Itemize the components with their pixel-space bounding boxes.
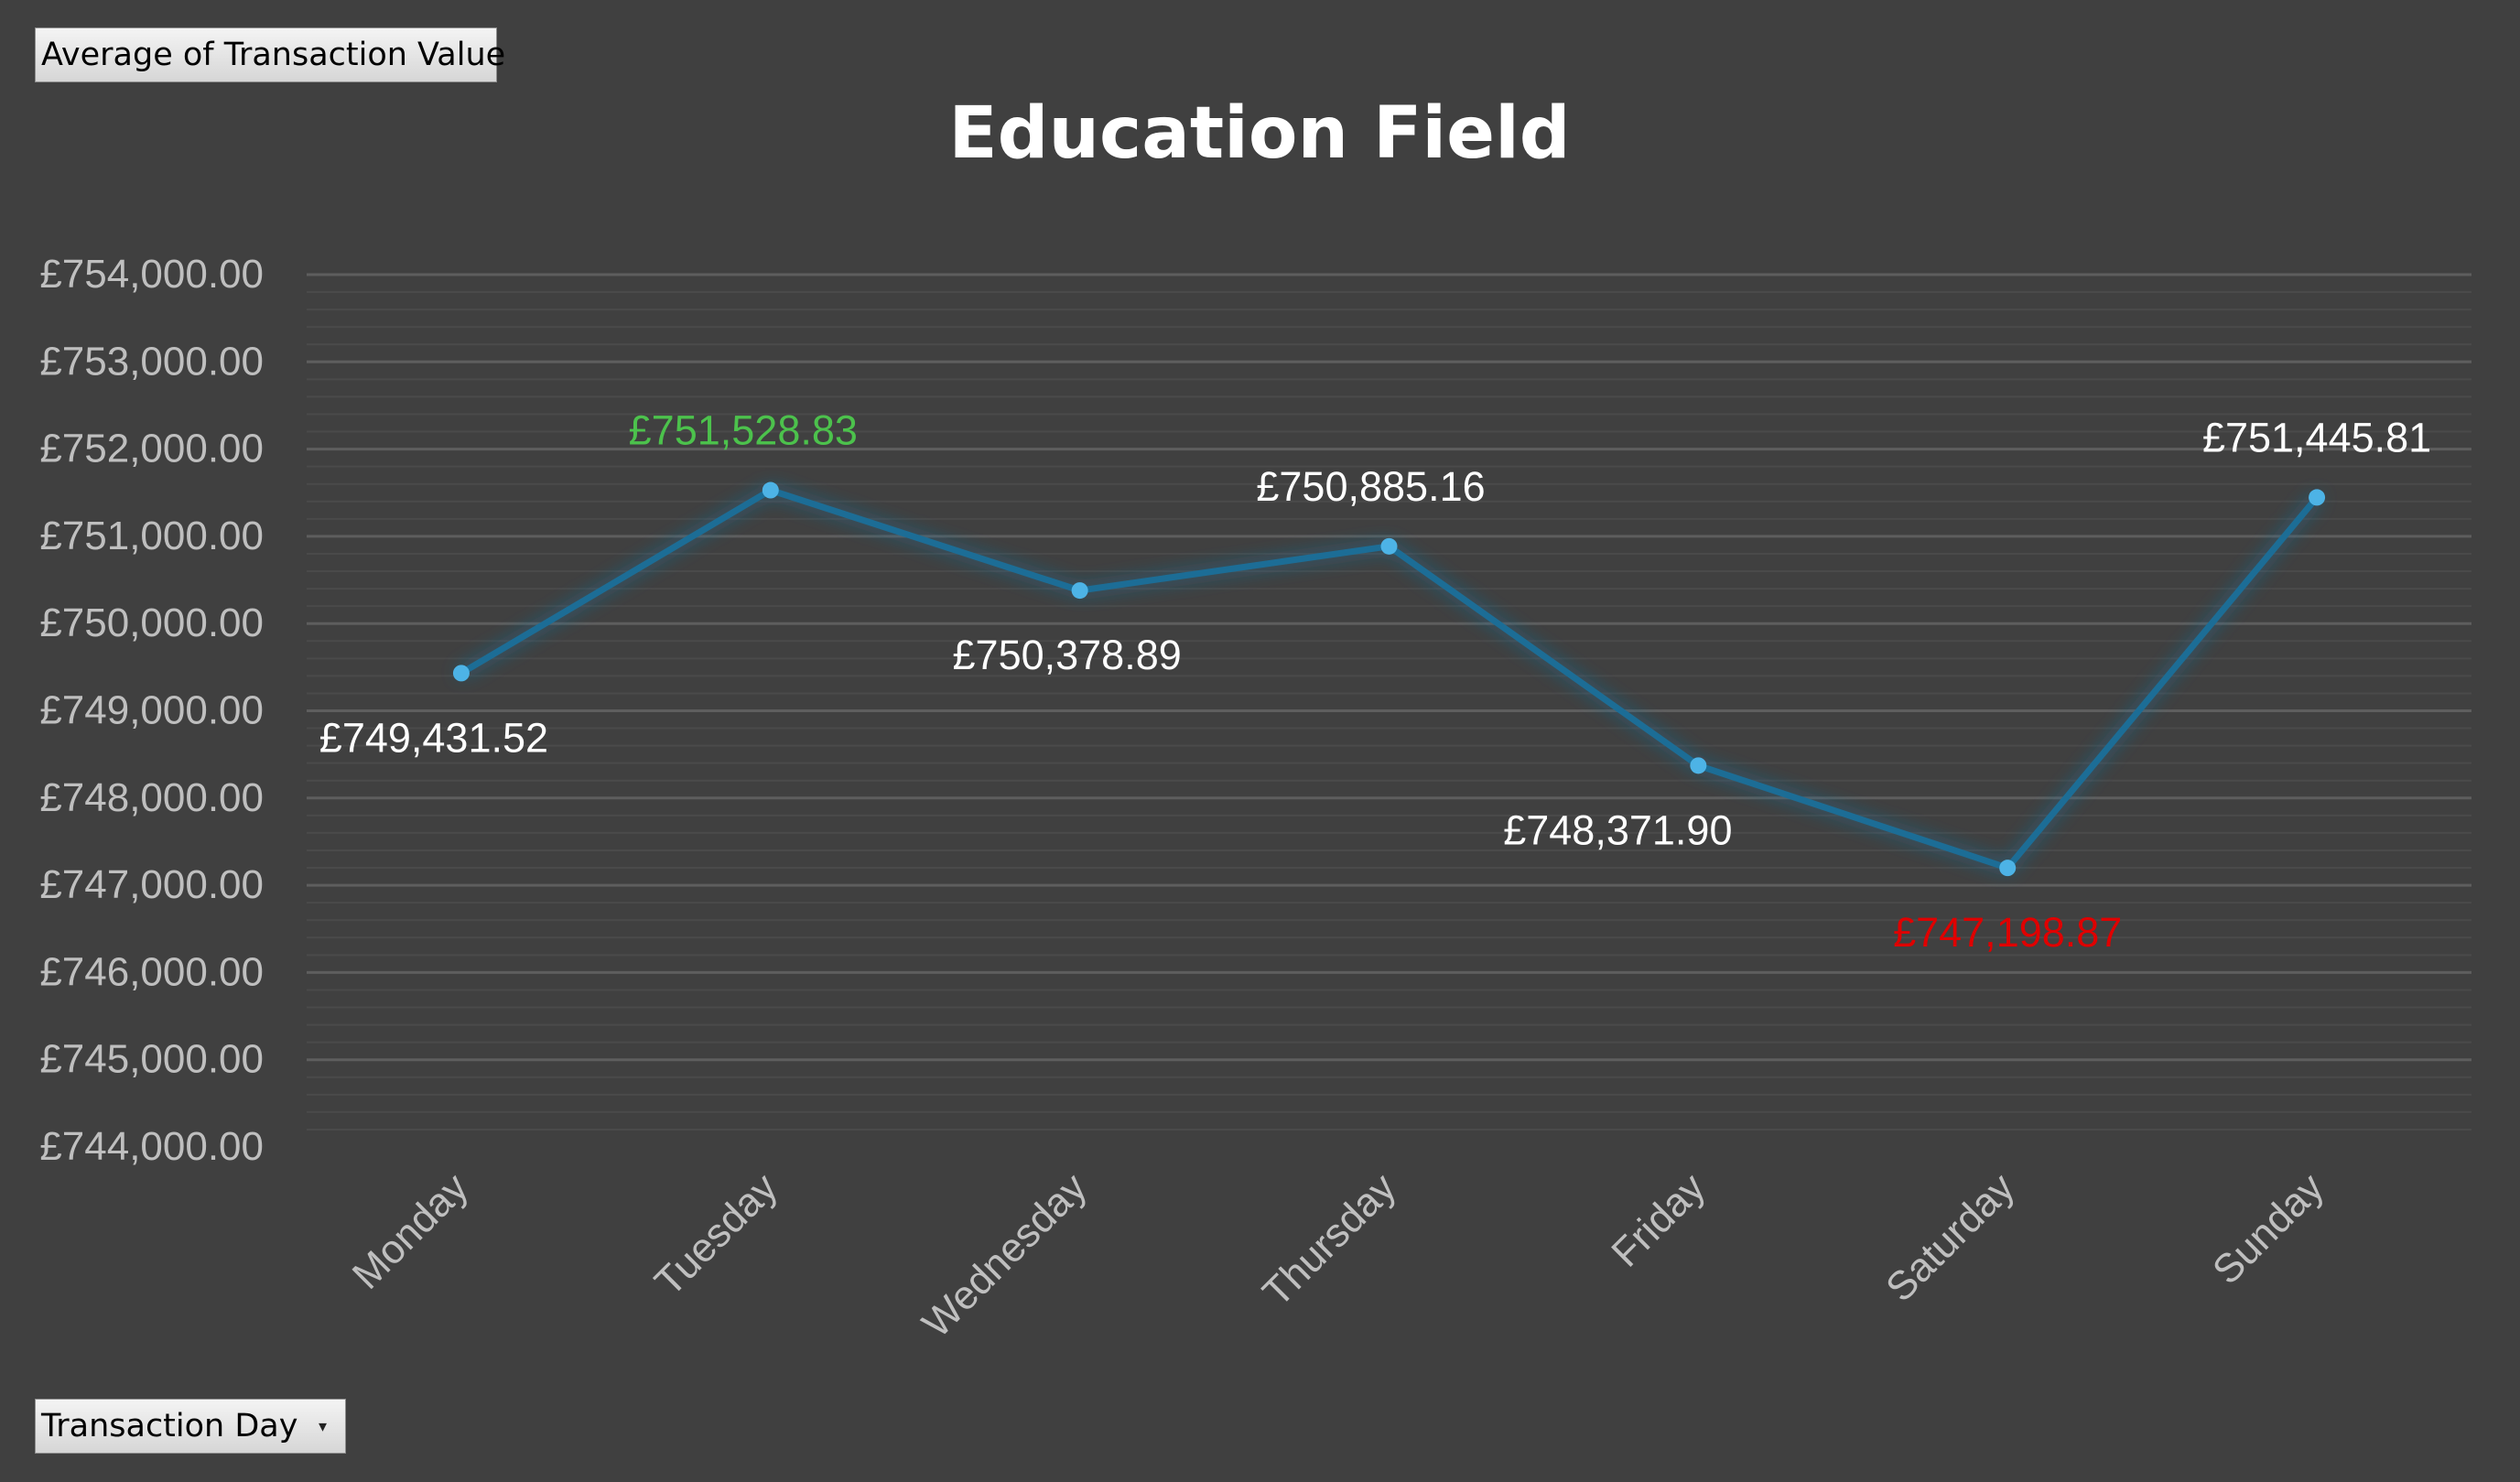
- data-label: £749,431.52: [319, 714, 548, 761]
- x-tick-label: Sunday: [2204, 1164, 2332, 1293]
- y-tick-label: £753,000.00: [39, 339, 264, 384]
- axis-field-button[interactable]: Transaction Day ▾: [35, 1399, 346, 1454]
- series-markers: [452, 481, 2326, 877]
- value-field-button[interactable]: Average of Transaction Value: [35, 27, 505, 82]
- data-point-marker: [1999, 860, 2017, 877]
- data-point-marker: [1690, 757, 1707, 774]
- x-tick-label: Wednesday: [914, 1164, 1095, 1346]
- y-tick-label: £750,000.00: [39, 600, 264, 645]
- y-tick-label: £752,000.00: [39, 427, 264, 471]
- data-point-marker: [452, 665, 470, 682]
- chart-title: Education Field: [948, 92, 1570, 175]
- y-tick-label: £747,000.00: [39, 862, 264, 907]
- y-tick-label: £748,000.00: [39, 775, 264, 820]
- data-point-marker: [2309, 489, 2326, 506]
- dropdown-arrow-icon[interactable]: ▾: [318, 1417, 327, 1436]
- data-labels: £749,431.52 £751,528.83 £750,378.89 £750,88…: [319, 407, 2431, 957]
- y-tick-label: £749,000.00: [39, 688, 264, 733]
- y-tick-label: £745,000.00: [39, 1037, 264, 1082]
- data-label: £750,378.89: [953, 632, 1182, 678]
- x-axis-tick-labels: Monday Tuesday Wednesday Thursday Friday Satu…: [344, 1164, 2332, 1346]
- y-tick-label: £751,000.00: [39, 514, 264, 558]
- data-point-marker: [1380, 537, 1398, 555]
- data-point-marker: [762, 481, 779, 499]
- data-label: £751,445.81: [2202, 414, 2431, 460]
- data-label: £748,371.90: [1503, 806, 1732, 853]
- x-tick-label: Thursday: [1254, 1164, 1404, 1314]
- y-axis-tick-labels: £754,000.00 £753,000.00 £752,000.00 £751,00…: [39, 252, 264, 1169]
- data-label: £747,198.87: [1893, 909, 2122, 956]
- data-point-marker: [1071, 582, 1088, 600]
- x-tick-label: Friday: [1603, 1164, 1714, 1275]
- value-field-label: Average of Transaction Value: [41, 37, 506, 73]
- y-tick-label: £746,000.00: [39, 949, 264, 994]
- y-tick-label: £744,000.00: [39, 1124, 264, 1169]
- data-label: £750,885.16: [1256, 463, 1485, 510]
- data-label: £751,528.83: [629, 407, 858, 454]
- axis-field-label: Transaction Day: [41, 1408, 298, 1444]
- x-tick-label: Tuesday: [646, 1164, 786, 1304]
- y-tick-label: £754,000.00: [39, 252, 264, 297]
- x-tick-label: Saturday: [1877, 1164, 2023, 1310]
- x-tick-label: Monday: [344, 1164, 477, 1297]
